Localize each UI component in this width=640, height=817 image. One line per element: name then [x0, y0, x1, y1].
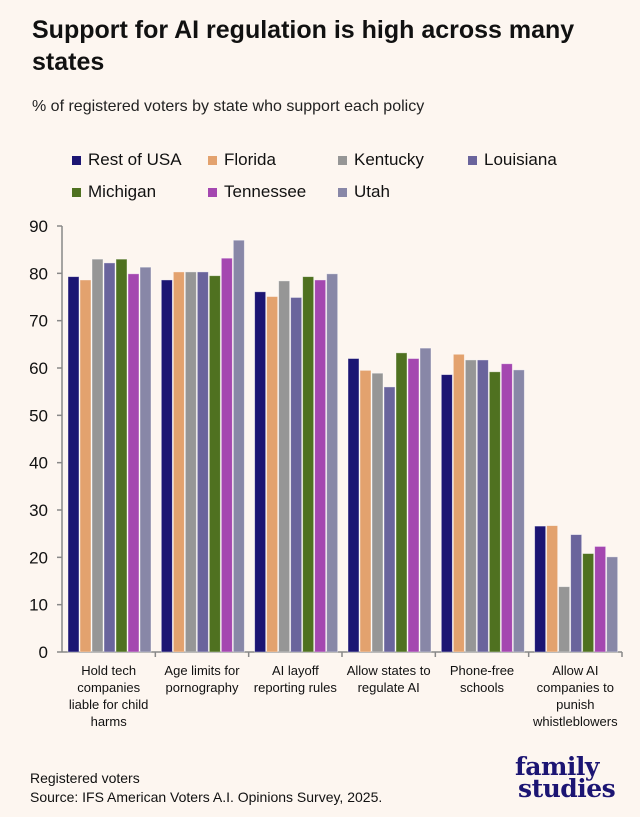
legend-item: Kentucky — [338, 150, 424, 170]
logo-line-1: family — [515, 752, 599, 781]
chart-title: Support for AI regulation is high across… — [32, 16, 575, 76]
logo-line-2: studies — [518, 774, 616, 803]
bar-rest-of-usa — [347, 358, 360, 653]
legend-label: Tennessee — [224, 182, 307, 201]
y-tick-label: 50 — [29, 406, 48, 425]
bar-michigan — [582, 553, 595, 653]
legend-swatch — [338, 155, 347, 165]
y-tick-label: 20 — [29, 548, 48, 567]
bar-tennessee — [407, 358, 420, 653]
legend-swatch — [338, 187, 347, 197]
chart-subtitle: % of registered voters by state who supp… — [32, 98, 425, 115]
bar-louisiana — [570, 534, 583, 653]
legend-label: Utah — [354, 182, 390, 201]
bar-florida — [359, 369, 372, 653]
footer-note: Registered voters — [30, 770, 140, 786]
y-tick-label: 0 — [39, 643, 48, 662]
bar-utah — [139, 266, 152, 653]
legend-item: Tennessee — [208, 182, 306, 202]
x-tick-label: AI layoff reporting rules — [253, 663, 337, 695]
bar-utah — [512, 369, 525, 653]
x-tick-label: Allow states to regulate AI — [346, 663, 431, 695]
x-tick-label: Hold tech companies liable for child har… — [68, 663, 149, 729]
y-tick-label: 10 — [29, 596, 48, 615]
bar-rest-of-usa — [254, 291, 267, 653]
legend-swatch — [72, 187, 81, 197]
bar-kentucky — [91, 258, 104, 653]
bar-florida — [452, 353, 465, 653]
bar-florida — [79, 279, 92, 653]
bar-utah — [326, 273, 339, 653]
legend-swatch — [468, 155, 477, 165]
legend-label: Louisiana — [484, 150, 557, 169]
bar-tennessee — [314, 279, 327, 653]
legend-swatch — [72, 155, 81, 165]
legend-label: Florida — [224, 150, 276, 169]
bar-louisiana — [476, 359, 489, 653]
x-tick-label: Phone-free schools — [449, 663, 515, 695]
bar-rest-of-usa — [160, 279, 173, 653]
bar-kentucky — [464, 359, 477, 653]
legend-item: Louisiana — [468, 150, 557, 170]
y-tick-label: 60 — [29, 359, 48, 378]
bar-kentucky — [184, 271, 197, 653]
bar-michigan — [115, 258, 128, 653]
legend-swatch — [208, 155, 217, 165]
bar-utah — [606, 556, 619, 653]
legend-label: Michigan — [88, 182, 157, 201]
bar-louisiana — [196, 271, 209, 653]
y-tick-label: 90 — [29, 217, 48, 236]
x-tick-label: Allow AI companies to punish whistleblow… — [533, 663, 618, 729]
y-tick-label: 70 — [29, 312, 48, 331]
bar-utah — [232, 239, 245, 653]
bar-kentucky — [371, 372, 384, 653]
x-tick-label: Age limits for pornography — [164, 663, 240, 695]
legend-swatch — [208, 187, 217, 197]
bar-florida — [546, 525, 559, 653]
bar-florida — [266, 296, 279, 653]
family-studies-logo: family studies — [515, 752, 616, 803]
bar-michigan — [395, 352, 408, 653]
bar-rest-of-usa — [67, 276, 80, 653]
legend-label: Rest of USA — [88, 150, 182, 169]
bar-kentucky — [558, 586, 571, 653]
bar-michigan — [208, 275, 221, 653]
bar-michigan — [488, 371, 501, 653]
bar-louisiana — [290, 297, 303, 653]
bar-tennessee — [500, 363, 513, 653]
legend-label: Kentucky — [354, 150, 424, 169]
bar-rest-of-usa — [440, 374, 453, 653]
footer-source: Source: IFS American Voters A.I. Opinion… — [30, 789, 383, 805]
bar-rest-of-usa — [534, 525, 547, 653]
legend-item: Florida — [208, 150, 276, 170]
bar-tennessee — [127, 273, 140, 653]
bar-tennessee — [220, 257, 233, 653]
bar-michigan — [302, 276, 315, 653]
legend-item: Michigan — [72, 182, 156, 202]
legend-item: Utah — [338, 182, 390, 202]
y-tick-label: 80 — [29, 264, 48, 283]
bar-utah — [419, 347, 432, 653]
legend-item: Rest of USA — [72, 150, 182, 170]
bar-louisiana — [383, 386, 396, 653]
y-tick-label: 30 — [29, 501, 48, 520]
bar-louisiana — [103, 262, 116, 653]
bar-kentucky — [278, 280, 291, 653]
y-tick-label: 40 — [29, 454, 48, 473]
bar-tennessee — [594, 546, 607, 653]
bar-florida — [172, 271, 185, 653]
